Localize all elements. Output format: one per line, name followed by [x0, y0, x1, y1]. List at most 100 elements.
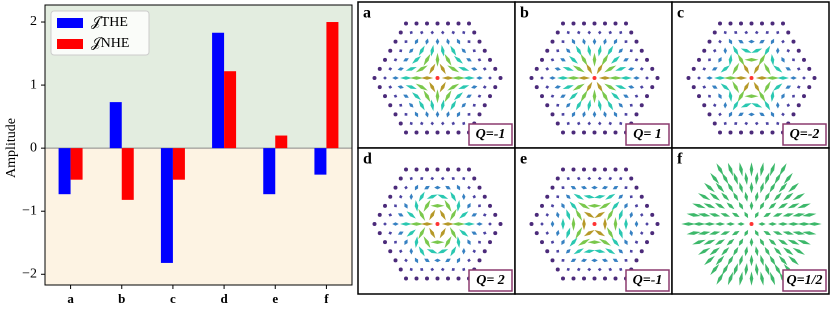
- bar: [121, 148, 134, 200]
- spin-arrow: [723, 121, 727, 126]
- spin-arrow: [613, 38, 618, 45]
- y-tick-label: −2: [22, 266, 37, 281]
- spin-arrow: [412, 92, 421, 101]
- spin-arrow: [418, 208, 426, 221]
- out-of-plane-spin: [534, 66, 539, 71]
- spin-arrow: [388, 67, 393, 71]
- spin-arrow: [726, 222, 735, 226]
- spin-arrow: [618, 249, 624, 254]
- out-of-plane-spin: [498, 222, 503, 226]
- spin-arrow: [781, 93, 785, 99]
- spin-arrow: [711, 85, 718, 89]
- spin-arrow: [703, 239, 716, 245]
- spin-arrow: [587, 267, 592, 272]
- out-of-plane-spin: [493, 212, 498, 217]
- spin-arrow: [711, 67, 718, 71]
- out-of-plane-spin: [739, 21, 743, 26]
- spin-arrow: [399, 103, 403, 107]
- spin-arrow: [587, 176, 592, 181]
- spin-arrow: [639, 85, 644, 89]
- spin-arrow: [397, 85, 404, 89]
- spin-arrow: [404, 185, 408, 190]
- out-of-plane-spin: [393, 185, 398, 190]
- spin-arrow: [550, 204, 555, 208]
- out-of-plane-spin: [624, 167, 628, 172]
- spin-arrow: [550, 58, 555, 62]
- spin-arrow: [409, 102, 414, 108]
- out-of-plane-spin: [634, 258, 639, 263]
- spin-arrow: [400, 222, 412, 226]
- spin-arrow: [394, 240, 397, 244]
- out-of-plane-spin: [571, 276, 576, 281]
- out-of-plane-spin: [435, 21, 440, 26]
- spin-arrow: [739, 162, 743, 177]
- spin-arrow: [777, 76, 789, 80]
- out-of-plane-spin: [686, 76, 691, 80]
- spin-arrow: [744, 211, 749, 219]
- spin-arrow: [624, 218, 628, 230]
- spin-arrow: [783, 192, 794, 201]
- out-of-plane-spin: [372, 222, 377, 226]
- out-of-plane-spin: [629, 30, 634, 35]
- spin-arrow: [440, 267, 445, 272]
- spin-arrow: [456, 200, 461, 212]
- spin-arrow: [556, 103, 560, 107]
- out-of-plane-spin: [650, 85, 655, 90]
- out-of-plane-spin: [377, 212, 382, 217]
- spin-arrow: [414, 184, 419, 191]
- spin-arrow: [594, 211, 606, 218]
- spin-arrow: [591, 258, 598, 263]
- spin-arrow: [802, 213, 817, 217]
- out-of-plane-spin: [555, 30, 560, 35]
- spin-arrow: [594, 249, 606, 253]
- spin-arrow: [611, 55, 620, 64]
- spin-arrow: [618, 48, 623, 54]
- spin-arrow: [634, 204, 639, 208]
- spin-arrow: [566, 76, 581, 80]
- spin-arrow: [759, 39, 765, 44]
- spin-arrow: [698, 247, 711, 255]
- legend-swatch: [57, 39, 83, 49]
- center-spin: [592, 76, 597, 80]
- spin-arrow: [723, 47, 727, 54]
- spin-arrow: [619, 121, 623, 126]
- spin-arrow: [727, 271, 734, 286]
- panel-label: b: [520, 5, 529, 22]
- center-spin: [592, 222, 597, 226]
- spin-arrow: [561, 112, 565, 116]
- spin-arrow: [703, 203, 716, 209]
- out-of-plane-spin: [645, 57, 649, 62]
- spin-arrow: [758, 222, 766, 226]
- spin-arrow: [430, 240, 445, 244]
- spin-arrow: [447, 65, 460, 73]
- out-of-plane-spin: [472, 30, 477, 35]
- spin-arrow: [603, 38, 607, 45]
- spin-arrow: [409, 193, 413, 200]
- out-of-plane-spin: [388, 48, 393, 53]
- spin-arrow: [424, 185, 430, 190]
- spin-arrow: [466, 58, 472, 62]
- spin-arrow: [721, 247, 730, 256]
- spin-arrow: [404, 40, 408, 44]
- out-of-plane-spin: [446, 167, 450, 172]
- spin-arrow: [418, 100, 425, 111]
- out-of-plane-spin: [760, 21, 764, 26]
- out-of-plane-spin: [467, 167, 471, 172]
- spin-arrow: [754, 30, 759, 35]
- spin-arrow: [598, 202, 612, 210]
- spin-arrow: [727, 182, 734, 193]
- out-of-plane-spin: [545, 103, 550, 108]
- out-of-plane-spin: [582, 21, 586, 26]
- spin-arrow: [566, 209, 571, 221]
- spin-arrow: [392, 222, 399, 226]
- spin-arrow: [420, 30, 424, 35]
- spin-arrow: [566, 121, 570, 126]
- spin-arrow: [565, 249, 571, 254]
- spin-arrow: [587, 240, 602, 244]
- out-of-plane-spin: [482, 194, 487, 199]
- spin-arrow: [778, 255, 788, 266]
- spin-arrow: [759, 238, 765, 246]
- spin-arrow: [710, 263, 720, 276]
- spin-arrow: [587, 121, 591, 126]
- out-of-plane-spin: [488, 57, 492, 62]
